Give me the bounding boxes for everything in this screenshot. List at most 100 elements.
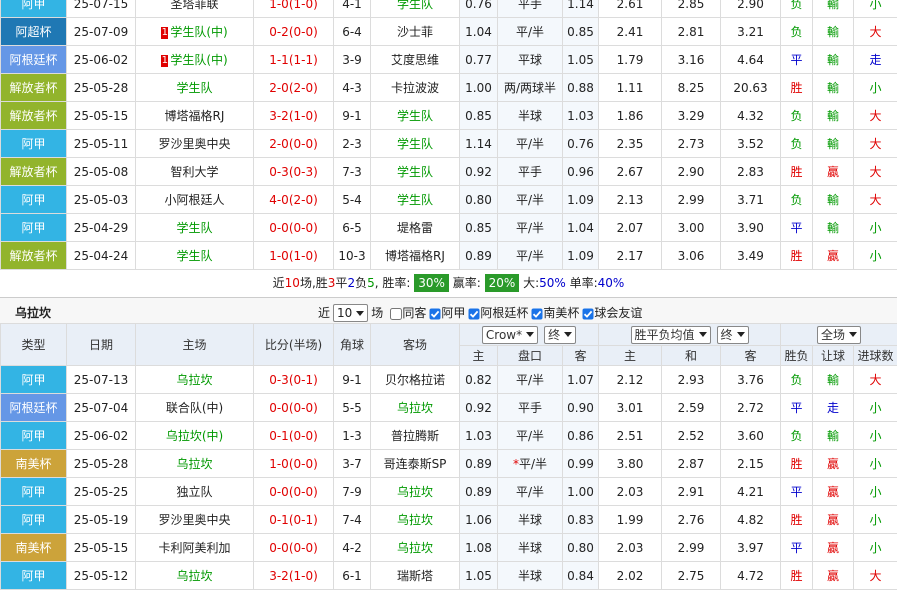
value: 20.63 <box>733 81 767 95</box>
dropdown[interactable]: 全场 <box>817 326 861 344</box>
outcome: 走 <box>827 401 839 415</box>
section-bar: 乌拉坎 近10场同客阿甲阿根廷杯南美杯球会友谊 <box>0 297 897 324</box>
checkbox[interactable] <box>390 308 402 320</box>
option-label: 阿根廷杯 <box>480 306 528 320</box>
cell: 4.64 <box>721 46 781 74</box>
checkbox[interactable] <box>531 308 543 320</box>
cell: 2.72 <box>721 394 781 422</box>
cell: 0-0(0-0) <box>254 214 334 242</box>
cell: 0.82 <box>460 366 498 394</box>
score: 0-1(0-0) <box>269 429 318 443</box>
dropdown-label: 全场 <box>821 327 845 343</box>
value: 1.03 <box>465 429 492 443</box>
cell: 阿根廷杯 <box>1 46 67 74</box>
cell: 1.03 <box>460 422 498 450</box>
cell: 輸 <box>813 214 854 242</box>
cell: 负 <box>781 366 813 394</box>
outcome: 负 <box>790 109 802 123</box>
cell: 乌拉坎 <box>371 506 460 534</box>
cell: 1-0(0-0) <box>254 450 334 478</box>
outcome: 贏 <box>827 541 839 555</box>
cell: 2.51 <box>599 422 662 450</box>
cell: 0.85 <box>460 214 498 242</box>
home-team: 乌拉坎 <box>176 457 212 471</box>
value: 平手 <box>518 165 542 179</box>
league: 解放者杯 <box>9 109 57 123</box>
value: 1-3 <box>342 429 362 443</box>
score: 3-2(1-0) <box>269 569 318 583</box>
value: 4-3 <box>342 81 362 95</box>
red-card: 1 <box>161 27 168 39</box>
value: 2.59 <box>678 401 705 415</box>
value: 0.84 <box>567 569 594 583</box>
cell: 1.05 <box>460 562 498 590</box>
filter-option[interactable]: 南美杯 <box>531 305 579 321</box>
cell: 0.92 <box>460 158 498 186</box>
score: 1-1(1-1) <box>269 53 318 67</box>
dropdown[interactable]: Crow* <box>482 326 538 344</box>
select-group: 全场 <box>781 324 897 346</box>
cell: 小 <box>854 450 897 478</box>
value: 7-4 <box>342 513 362 527</box>
filter-option[interactable]: 同客 <box>390 305 426 321</box>
cell: 0.77 <box>460 46 498 74</box>
outcome: 小 <box>870 401 882 415</box>
cell: 贏 <box>813 450 854 478</box>
value: 平/半 <box>519 457 547 471</box>
cell: 学生队 <box>371 102 460 130</box>
cell: 卡拉波波 <box>371 74 460 102</box>
value: 3-9 <box>342 53 362 67</box>
checkbox[interactable] <box>429 308 441 320</box>
cell: 25-04-29 <box>67 214 136 242</box>
checkbox[interactable] <box>582 308 594 320</box>
cell: 0.89 <box>460 450 498 478</box>
cell: 3.49 <box>721 242 781 270</box>
value: 1.08 <box>465 541 492 555</box>
value: 25-05-03 <box>74 193 128 207</box>
outcome: 走 <box>869 53 881 67</box>
rate-badge: 30% <box>414 274 449 292</box>
value: 半球 <box>518 109 542 123</box>
value: 2.93 <box>678 373 705 387</box>
filter-option[interactable]: 球会友谊 <box>582 305 642 321</box>
away-team: 学生队 <box>397 109 433 123</box>
value: 2.73 <box>678 137 705 151</box>
score: 3-2(1-0) <box>269 109 318 123</box>
dropdown[interactable]: 终 <box>544 326 576 344</box>
away-team: 哥连泰斯SP <box>384 457 447 471</box>
cell: 小 <box>854 74 897 102</box>
filter-option[interactable]: 阿甲 <box>429 305 465 321</box>
checkbox[interactable] <box>468 308 480 320</box>
outcome: 胜 <box>790 81 802 95</box>
dropdown-arrow <box>526 332 534 337</box>
value: 平/半 <box>516 137 544 151</box>
value: 2.35 <box>617 137 644 151</box>
dropdown[interactable]: 10 <box>333 304 368 322</box>
cell: 平 <box>781 534 813 562</box>
cell: 25-07-15 <box>67 0 136 18</box>
cell: 4.21 <box>721 478 781 506</box>
cell: 1.05 <box>563 46 599 74</box>
cell: 1.09 <box>563 186 599 214</box>
value: 3.71 <box>737 193 764 207</box>
value: 1.04 <box>567 221 594 235</box>
value: 1.14 <box>465 137 492 151</box>
value: 1.03 <box>567 109 594 123</box>
value: 平球 <box>518 53 542 67</box>
cell: 平 <box>781 478 813 506</box>
value: 半球 <box>518 541 542 555</box>
dropdown[interactable]: 胜平负均值 <box>631 326 711 344</box>
cell: 2.91 <box>662 478 721 506</box>
cell: 罗沙里奥中央 <box>136 130 254 158</box>
filter-option[interactable]: 阿根廷杯 <box>468 305 528 321</box>
home-team: 卡利阿美利加 <box>158 541 230 555</box>
cell: 艾度思维 <box>371 46 460 74</box>
value: 0.85 <box>465 221 492 235</box>
value: 0.89 <box>465 249 492 263</box>
value: 25-05-28 <box>74 457 128 471</box>
cell: 輸 <box>813 186 854 214</box>
dropdown[interactable]: 终 <box>717 326 749 344</box>
outcome: 輸 <box>827 25 839 39</box>
value: 平/半 <box>516 373 544 387</box>
top-table: 阿甲25-07-15圣塔菲联1-0(1-0)4-1学生队0.76平手1.142.… <box>0 0 897 270</box>
